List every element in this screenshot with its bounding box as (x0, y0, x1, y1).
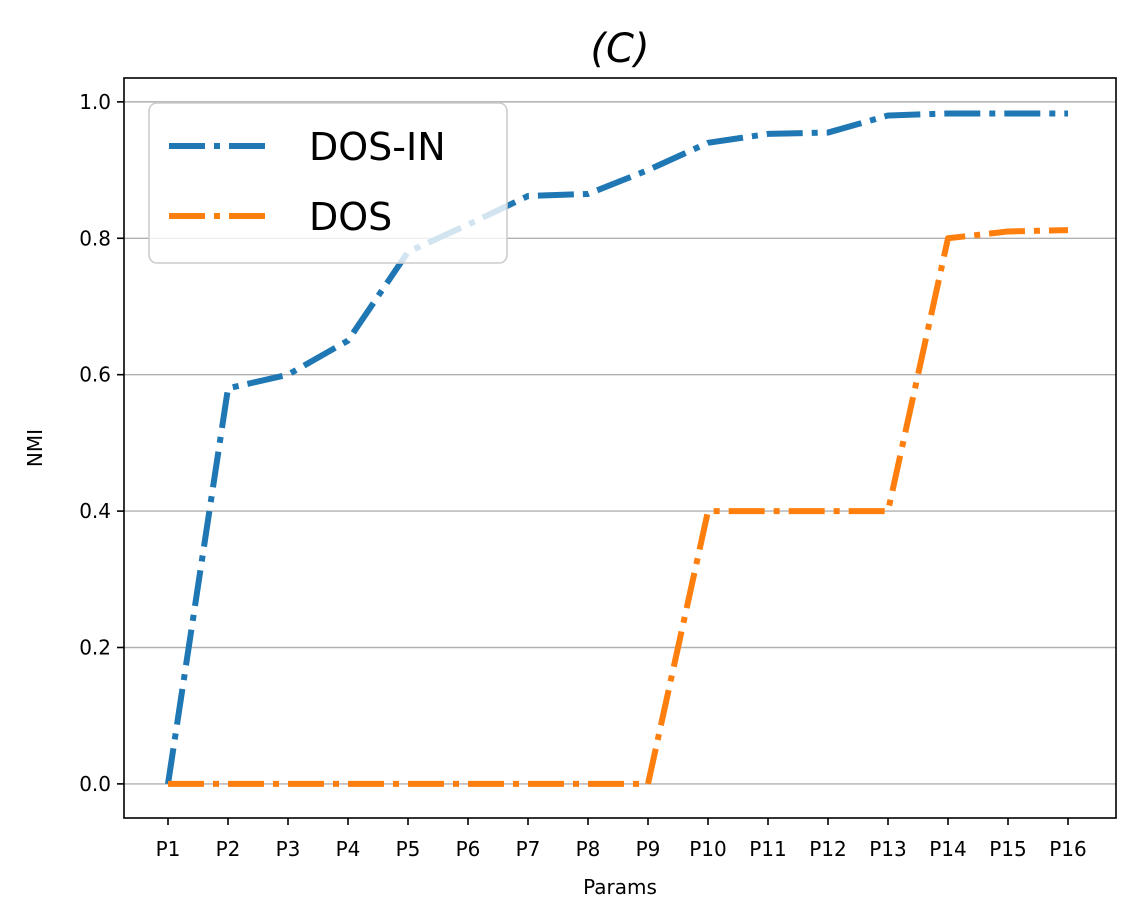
y-tick-label: 0.0 (79, 772, 111, 796)
x-tick-label: P3 (276, 837, 301, 861)
series-line-dos (168, 227, 1069, 787)
chart-title: (C) (590, 26, 649, 72)
y-tick-label: 0.6 (79, 363, 111, 387)
legend-label: DOS (309, 195, 392, 239)
x-tick-label: P11 (749, 837, 787, 861)
x-tick-label: P7 (516, 837, 541, 861)
y-axis-label: NMI (23, 429, 47, 467)
x-tick-label: P4 (336, 837, 361, 861)
x-tick-label: P10 (689, 837, 727, 861)
y-tick-label: 0.4 (79, 499, 111, 523)
x-axis-label: Params (583, 875, 657, 899)
legend-label: DOS-IN (309, 125, 446, 169)
series-lines (165, 110, 1069, 787)
y-tick-label: 1.0 (79, 90, 111, 114)
x-tick-label: P1 (156, 837, 181, 861)
x-tick-label: P12 (809, 837, 847, 861)
x-tick-label: P5 (396, 837, 421, 861)
x-axis-ticks: P1 P2 P3 P4 P5 P6 P7 P8 P9 P10 P11 P12 P13 P14 P15 P16 (156, 818, 1087, 861)
y-axis-ticks: 0.0 0.2 0.4 0.6 0.8 1.0 (79, 90, 124, 796)
legend: DOS-IN DOS (148, 102, 508, 264)
x-tick-label: P2 (216, 837, 241, 861)
x-tick-label: P15 (989, 837, 1027, 861)
plot-frame (123, 77, 1117, 819)
y-tick-label: 0.8 (79, 226, 111, 250)
x-tick-label: P8 (576, 837, 601, 861)
x-tick-label: P13 (869, 837, 907, 861)
x-tick-label: P9 (636, 837, 661, 861)
x-tick-label: P16 (1049, 837, 1087, 861)
x-tick-label: P14 (929, 837, 967, 861)
x-tick-label: P6 (456, 837, 481, 861)
y-tick-label: 0.2 (79, 635, 111, 659)
series-line-dos-in (165, 110, 1068, 785)
